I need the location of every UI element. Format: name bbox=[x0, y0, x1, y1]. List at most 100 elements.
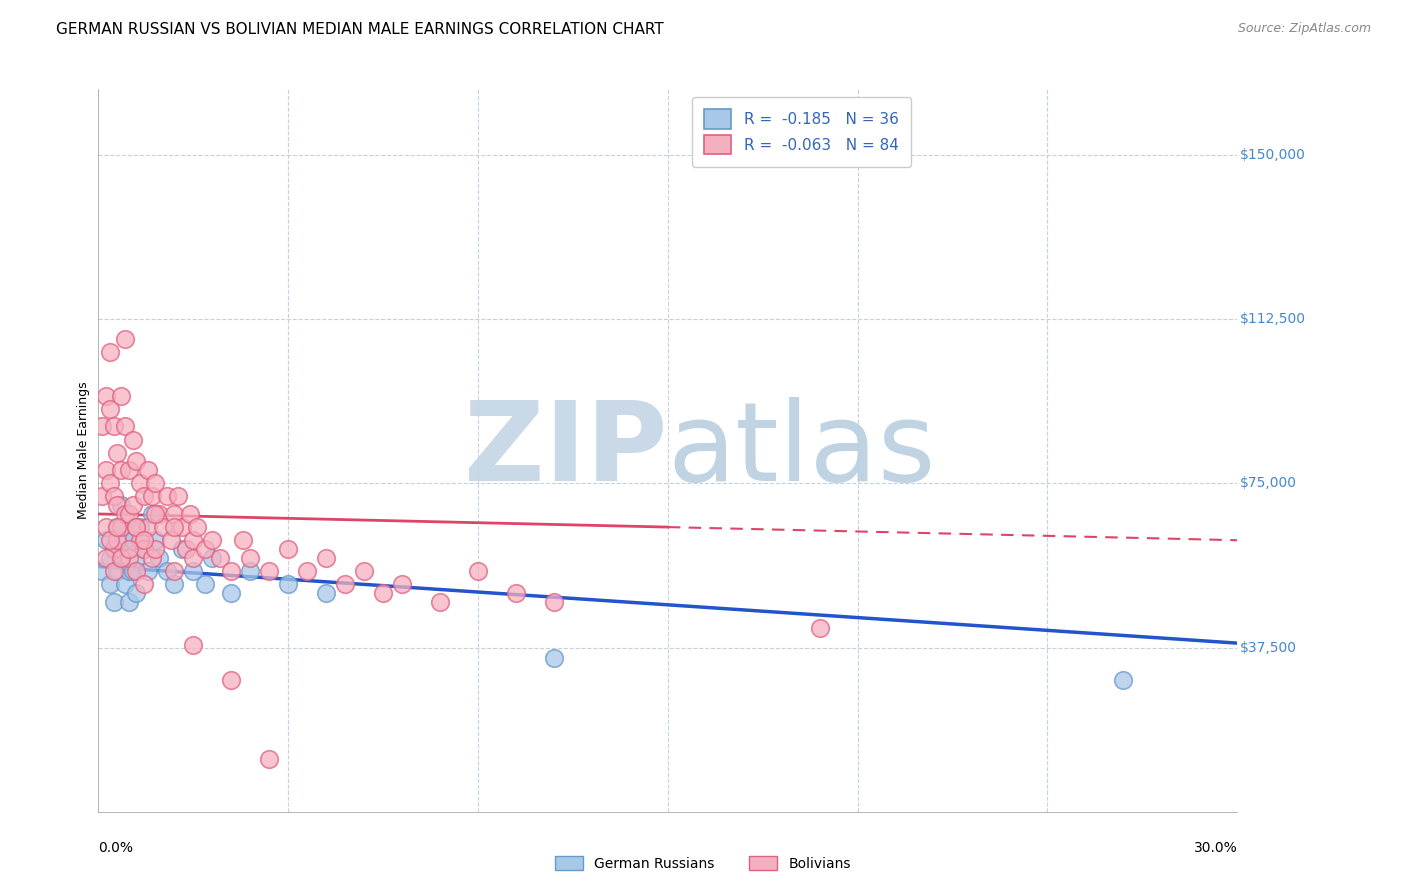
Point bbox=[91, 564, 114, 578]
Point bbox=[183, 638, 205, 652]
Legend: R =  -0.185   N = 36, R =  -0.063   N = 84: R = -0.185 N = 36, R = -0.063 N = 84 bbox=[692, 97, 911, 167]
Point bbox=[163, 564, 186, 578]
Point bbox=[125, 454, 148, 468]
Point bbox=[121, 564, 143, 578]
Point bbox=[132, 577, 155, 591]
Point bbox=[194, 541, 217, 556]
Point bbox=[114, 533, 136, 548]
Point bbox=[201, 533, 224, 548]
Point bbox=[543, 651, 565, 665]
Text: 0.0%: 0.0% bbox=[98, 840, 134, 855]
Point bbox=[103, 490, 125, 504]
Point bbox=[543, 594, 565, 608]
Point bbox=[132, 541, 155, 556]
Point bbox=[118, 507, 141, 521]
Point bbox=[159, 533, 181, 548]
Point bbox=[136, 520, 159, 534]
Point bbox=[259, 564, 281, 578]
Text: GERMAN RUSSIAN VS BOLIVIAN MEDIAN MALE EARNINGS CORRELATION CHART: GERMAN RUSSIAN VS BOLIVIAN MEDIAN MALE E… bbox=[56, 22, 664, 37]
Point bbox=[141, 507, 163, 521]
Point bbox=[145, 476, 167, 491]
Point bbox=[391, 577, 413, 591]
Point bbox=[167, 490, 190, 504]
Point bbox=[129, 520, 152, 534]
Text: atlas: atlas bbox=[668, 397, 936, 504]
Text: Source: ZipAtlas.com: Source: ZipAtlas.com bbox=[1237, 22, 1371, 36]
Point bbox=[467, 564, 489, 578]
Point bbox=[221, 586, 243, 600]
Point bbox=[103, 594, 125, 608]
Point bbox=[110, 463, 132, 477]
Point bbox=[183, 550, 205, 565]
Point bbox=[129, 476, 152, 491]
Point bbox=[183, 533, 205, 548]
Point bbox=[94, 389, 117, 403]
Point bbox=[114, 507, 136, 521]
Point bbox=[186, 520, 208, 534]
Point bbox=[174, 541, 197, 556]
Point bbox=[429, 594, 451, 608]
Point bbox=[103, 564, 125, 578]
Point bbox=[132, 490, 155, 504]
Point bbox=[156, 490, 179, 504]
Point bbox=[94, 463, 117, 477]
Point bbox=[1112, 673, 1135, 688]
Point bbox=[103, 541, 125, 556]
Text: 30.0%: 30.0% bbox=[1194, 840, 1237, 855]
Point bbox=[107, 445, 129, 459]
Point bbox=[94, 533, 117, 548]
Point bbox=[107, 564, 129, 578]
Point bbox=[125, 520, 148, 534]
Point bbox=[118, 541, 141, 556]
Point bbox=[277, 541, 299, 556]
Point bbox=[136, 463, 159, 477]
Point bbox=[125, 520, 148, 534]
Point bbox=[259, 752, 281, 766]
Point bbox=[132, 533, 155, 548]
Point bbox=[145, 507, 167, 521]
Point bbox=[118, 463, 141, 477]
Point bbox=[315, 550, 337, 565]
Point bbox=[94, 550, 117, 565]
Point bbox=[125, 550, 148, 565]
Point bbox=[107, 533, 129, 548]
Point bbox=[118, 550, 141, 565]
Point bbox=[98, 345, 121, 359]
Point bbox=[91, 490, 114, 504]
Point bbox=[145, 541, 167, 556]
Point bbox=[110, 498, 132, 512]
Point bbox=[141, 490, 163, 504]
Point bbox=[125, 586, 148, 600]
Point bbox=[208, 550, 231, 565]
Text: $75,000: $75,000 bbox=[1240, 476, 1296, 491]
Point bbox=[163, 577, 186, 591]
Text: $112,500: $112,500 bbox=[1240, 312, 1306, 326]
Point bbox=[141, 550, 163, 565]
Point bbox=[110, 550, 132, 565]
Point bbox=[121, 533, 143, 548]
Point bbox=[221, 564, 243, 578]
Point bbox=[110, 389, 132, 403]
Point bbox=[221, 673, 243, 688]
Text: $37,500: $37,500 bbox=[1240, 640, 1296, 655]
Point bbox=[179, 507, 201, 521]
Point bbox=[110, 550, 132, 565]
Point bbox=[129, 533, 152, 548]
Point bbox=[121, 433, 143, 447]
Point bbox=[114, 332, 136, 346]
Point bbox=[170, 520, 193, 534]
Point bbox=[148, 507, 170, 521]
Point bbox=[170, 541, 193, 556]
Point bbox=[98, 577, 121, 591]
Point bbox=[98, 550, 121, 565]
Point bbox=[201, 550, 224, 565]
Point bbox=[110, 520, 132, 534]
Point bbox=[91, 419, 114, 434]
Point bbox=[239, 564, 262, 578]
Point bbox=[808, 621, 831, 635]
Point bbox=[107, 498, 129, 512]
Point bbox=[107, 520, 129, 534]
Point bbox=[335, 577, 357, 591]
Point bbox=[297, 564, 319, 578]
Point bbox=[148, 550, 170, 565]
